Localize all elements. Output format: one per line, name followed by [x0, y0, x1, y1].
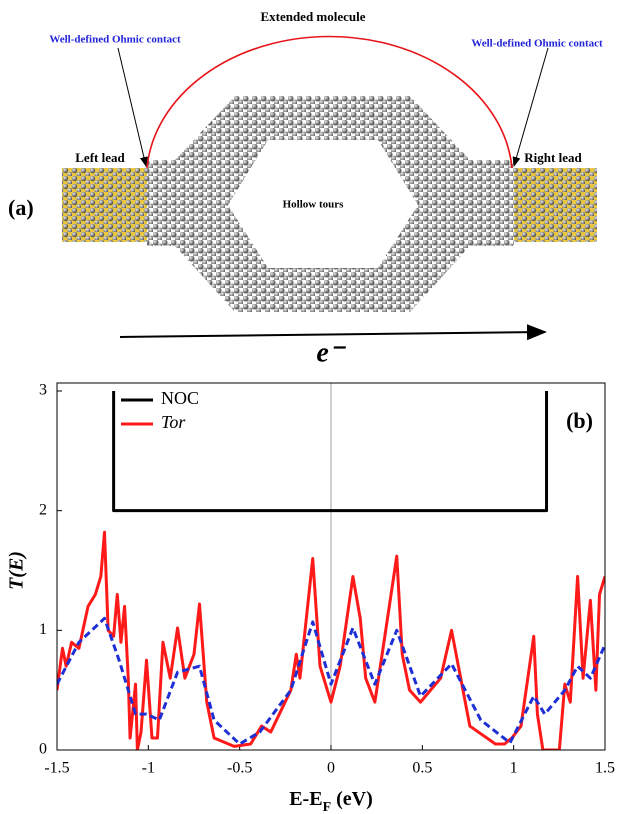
- x-tick-label: -1.5: [44, 760, 69, 777]
- y-tick-label: 2: [39, 501, 47, 518]
- legend-label: Tor: [161, 412, 186, 432]
- x-tick-label: 0.5: [412, 760, 432, 777]
- panel-label: (b): [566, 408, 593, 433]
- series-line: [112, 391, 549, 513]
- label: Well-defined Ohmic contact: [49, 34, 181, 46]
- x-axis-label-part: E-E: [289, 788, 322, 810]
- electron-arrow: [119, 324, 547, 341]
- x-tick-label: 1.5: [595, 760, 615, 777]
- series-line: [57, 616, 605, 746]
- left-lead: [62, 168, 147, 242]
- label: Left lead: [75, 150, 125, 165]
- x-axis-label-part: F: [323, 800, 332, 814]
- panel-label: (a): [8, 195, 34, 220]
- label: Hollow tours: [283, 199, 345, 211]
- y-tick-label: 1: [39, 621, 47, 638]
- molecule: [147, 96, 514, 312]
- series-line: [57, 530, 605, 750]
- x-tick-label: 1: [510, 760, 518, 777]
- x-axis-label-part: (eV): [331, 788, 373, 810]
- x-tick-label: 0: [327, 760, 335, 777]
- arrow: [512, 47, 549, 167]
- label: Extended molecule: [260, 9, 365, 24]
- label: Right lead: [524, 150, 582, 165]
- y-tick-label: 0: [39, 741, 47, 758]
- label: e⁻: [316, 337, 346, 368]
- x-tick-label: -0.5: [227, 760, 252, 777]
- right-lead: [512, 168, 597, 242]
- label: Well-defined Ohmic contact: [471, 38, 603, 50]
- x-tick-label: -1: [142, 760, 155, 777]
- molecule-diagram: Extended molecule Well-defined Ohmic con…: [8, 9, 603, 368]
- y-tick-label: 3: [39, 382, 47, 399]
- y-axis-label: T(E): [6, 551, 28, 590]
- x-axis-label: E-EF (eV): [289, 788, 373, 814]
- extended-arc: [146, 35, 513, 169]
- chart: 0 1 2 3 -1.5 -1 -0.5 0 0.5 1 1.5 NOC Tor (b) T(E) E-EF …: [6, 382, 615, 814]
- arrow: [117, 47, 148, 167]
- plot-frame: [56, 382, 606, 751]
- legend-label: NOC: [161, 388, 199, 408]
